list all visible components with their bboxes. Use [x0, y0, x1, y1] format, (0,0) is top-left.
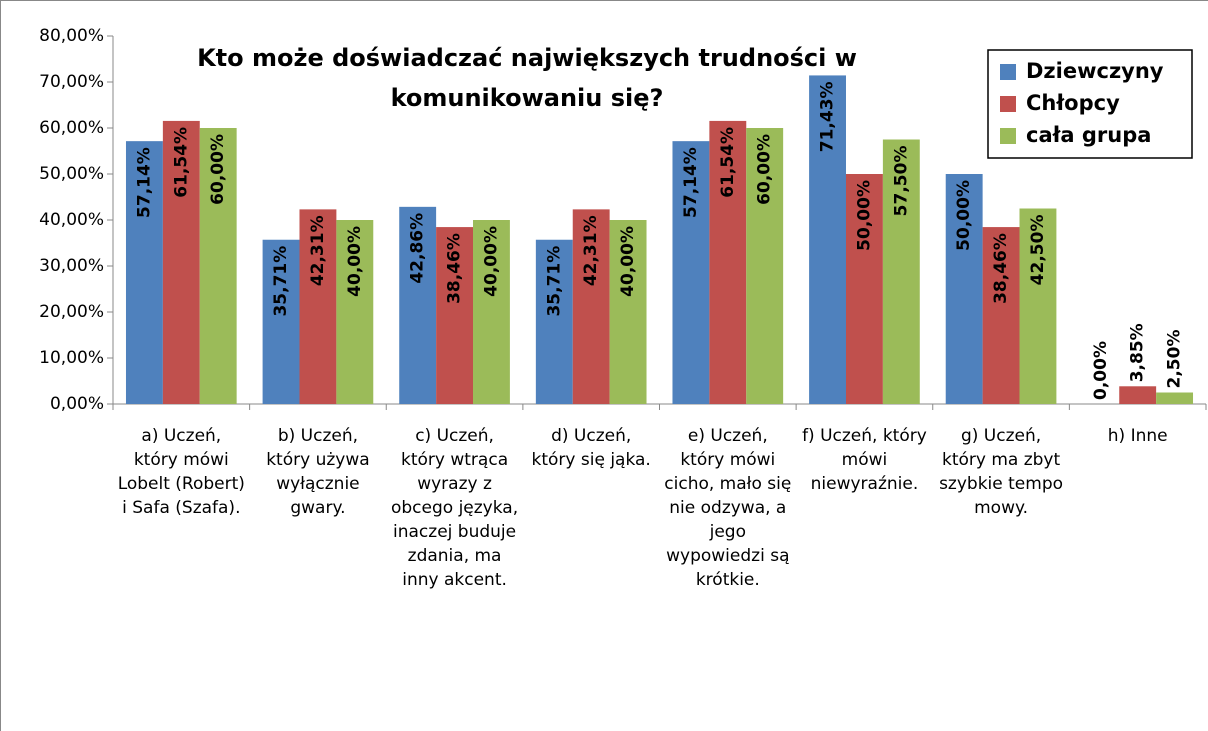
value-label: 40,00% — [618, 226, 638, 297]
bar — [709, 120, 747, 404]
y-tick-label: 40,00% — [39, 210, 104, 230]
bar — [882, 139, 920, 404]
y-tick-label: 20,00% — [39, 302, 104, 322]
bar — [1019, 208, 1057, 404]
bar — [982, 227, 1020, 404]
x-tick-label: b) Uczeń, który używa wyłącznie gwary. — [266, 426, 370, 518]
value-label: 57,14% — [134, 147, 154, 218]
bar — [1119, 386, 1157, 404]
y-tick-label: 30,00% — [39, 256, 104, 276]
bar — [336, 220, 374, 404]
value-label: 61,54% — [718, 127, 738, 198]
value-label: 35,71% — [544, 246, 564, 317]
bar — [535, 239, 573, 404]
x-tick-label: e) Uczeń, który mówi cicho, mało się nie… — [664, 426, 792, 590]
value-label: 71,43% — [818, 81, 838, 152]
x-tick-label: h) Inne — [1107, 426, 1168, 446]
legend-label: cała grupa — [1026, 123, 1151, 147]
chart-title: Kto może doświadczać największych trudno… — [197, 44, 857, 112]
bar — [609, 220, 647, 404]
x-tick-label: a) Uczeń, który mówi Lobelt (Robert) i S… — [117, 426, 245, 518]
value-label: 50,00% — [954, 180, 974, 251]
value-label: 3,85% — [1128, 323, 1148, 382]
bar — [125, 141, 163, 404]
value-label: 42,31% — [308, 215, 328, 286]
y-tick-label: 60,00% — [39, 118, 104, 138]
value-label: 40,00% — [345, 226, 365, 297]
value-label: 42,50% — [1028, 215, 1048, 286]
bar — [845, 174, 883, 404]
bar — [746, 128, 784, 404]
x-tick-label: c) Uczeń, który wtrąca wyrazy z obcego j… — [390, 426, 519, 590]
bar — [572, 209, 610, 404]
y-tick-label: 50,00% — [39, 164, 104, 184]
bar — [299, 209, 337, 404]
value-label: 40,00% — [481, 226, 501, 297]
value-label: 57,50% — [891, 146, 911, 217]
value-label: 38,46% — [991, 233, 1011, 304]
bar — [672, 141, 710, 404]
value-label: 60,00% — [208, 134, 228, 205]
bar — [399, 206, 437, 404]
bar — [1156, 392, 1194, 404]
value-label: 57,14% — [681, 147, 701, 218]
value-label: 42,31% — [581, 215, 601, 286]
y-tick-label: 80,00% — [39, 26, 104, 46]
bar — [199, 128, 237, 404]
value-label: 42,86% — [408, 213, 428, 284]
bar — [262, 239, 300, 404]
legend-label: Chłopcy — [1026, 91, 1120, 115]
x-tick-label: g) Uczeń, który ma zbyt szybkie tempo mo… — [939, 426, 1064, 518]
value-label: 50,00% — [854, 180, 874, 251]
bar — [809, 75, 846, 404]
value-label: 61,54% — [171, 127, 191, 198]
bar — [945, 174, 983, 404]
value-label: 38,46% — [445, 233, 465, 304]
value-label: 35,71% — [271, 246, 291, 317]
value-label: 2,50% — [1165, 330, 1185, 389]
legend-label: Dziewczyny — [1026, 59, 1164, 83]
legend-box — [987, 49, 1193, 159]
bar — [473, 220, 510, 404]
value-label: 0,00% — [1091, 341, 1111, 400]
legend-swatch — [1000, 64, 1016, 80]
x-tick-label: f) Uczeń, który mówi niewyraźnie. — [802, 426, 927, 494]
y-tick-label: 70,00% — [39, 72, 104, 92]
value-label: 60,00% — [755, 134, 775, 205]
x-tick-label: d) Uczeń, który się jąka. — [531, 426, 651, 470]
y-tick-label: 0,00% — [50, 394, 104, 414]
y-tick-label: 10,00% — [39, 348, 104, 368]
bar — [162, 120, 200, 404]
legend-swatch — [1000, 128, 1016, 144]
legend-swatch — [1000, 96, 1016, 112]
bar — [436, 227, 474, 404]
